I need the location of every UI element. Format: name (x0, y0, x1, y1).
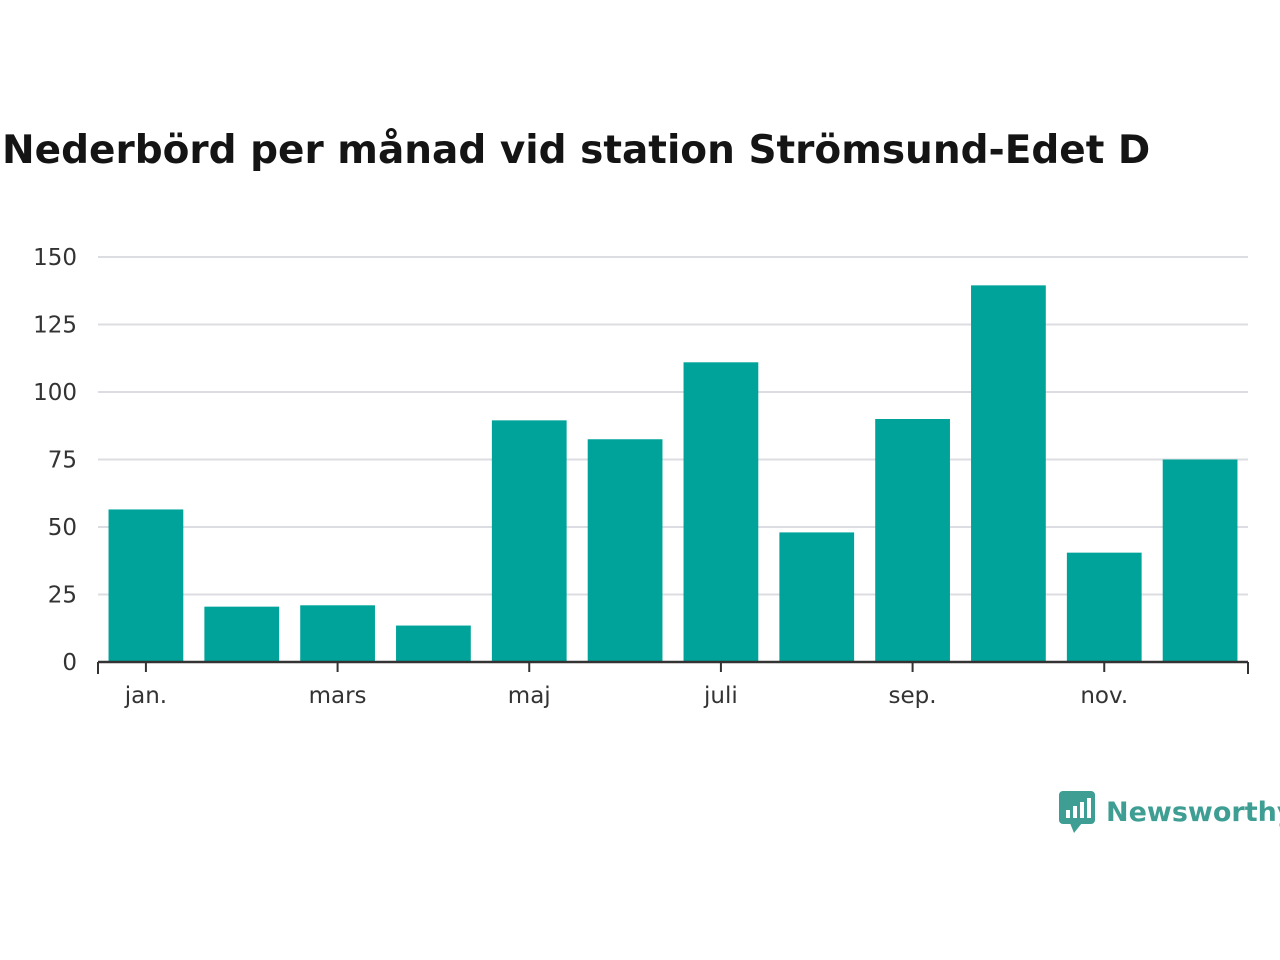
bar-okt. (971, 285, 1046, 662)
bar-juni (587, 439, 663, 662)
y-tick-label-75: 75 (48, 448, 77, 474)
bar-aug. (779, 532, 855, 662)
y-tick-label-50: 50 (48, 515, 77, 541)
x-tick-label-nov.: nov. (1080, 683, 1128, 709)
bar-mars (300, 605, 375, 662)
y-tick-label-100: 100 (33, 380, 77, 406)
bar-jan. (108, 509, 184, 662)
bar-maj (491, 420, 567, 662)
grid-lines (98, 256, 1248, 596)
brand-name: Newsworthy (1106, 796, 1280, 828)
x-tick-label-sep.: sep. (889, 683, 937, 709)
x-tick-label-mars: mars (309, 683, 367, 709)
chart-title: Nederbörd per månad vid station Strömsun… (2, 128, 1151, 173)
axes (97, 660, 1249, 674)
bar-sep. (875, 419, 950, 662)
y-tick-label-25: 25 (48, 583, 77, 609)
x-tick-label-maj: maj (508, 683, 551, 709)
bar-feb. (204, 606, 280, 662)
bar-april (396, 625, 471, 662)
tick-labels: 0 25 50 75 100 125 150 jan. mars maj juli sep. nov. (33, 245, 1128, 709)
y-tick-label-125: 125 (33, 313, 77, 339)
bars (108, 285, 1238, 662)
bar-juli (683, 362, 759, 662)
x-tick-label-jan.: jan. (124, 683, 167, 709)
bar-dec. (1162, 459, 1238, 662)
newsworthy-logo: Newsworthy (1058, 790, 1280, 834)
y-tick-label-0: 0 (62, 650, 77, 676)
bar-nov. (1066, 552, 1142, 662)
x-tick-label-juli: juli (703, 683, 738, 709)
y-tick-label-150: 150 (33, 245, 77, 271)
chat-bar-chart-icon (1059, 791, 1095, 833)
